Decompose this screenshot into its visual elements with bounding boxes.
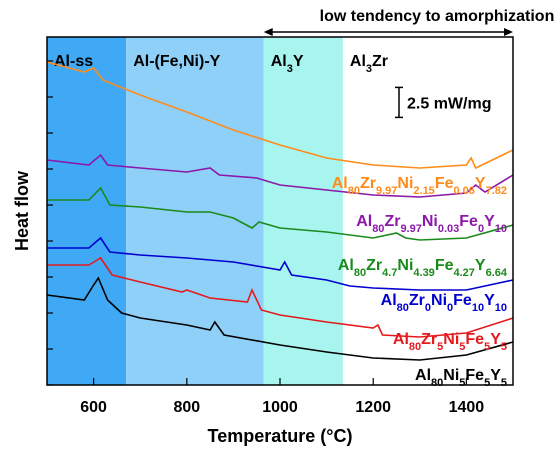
x-axis-label: Temperature (°C) — [208, 426, 353, 446]
series-label: Al80Zr0Ni0Fe10Y10 — [381, 292, 507, 314]
scale-label: 2.5 mW/mg — [407, 95, 491, 112]
series-label: Al80Zr5Ni5Fe5Y5 — [393, 331, 507, 353]
series-line — [46, 61, 514, 170]
series-label: Al80Zr4.7Ni4.39Fe4.27Y6.64 — [338, 257, 508, 279]
series-line — [47, 256, 514, 338]
region — [47, 37, 127, 385]
series-line — [46, 153, 514, 198]
region — [126, 37, 264, 385]
series-line — [46, 276, 514, 361]
region — [263, 37, 343, 385]
plot-frame — [46, 36, 514, 386]
y-axis-label: Heat flow — [12, 170, 32, 251]
series-line — [47, 186, 514, 241]
x-tick-label: 1400 — [449, 399, 485, 416]
region-label: Al-(Fe,Ni)-Y — [133, 53, 220, 70]
x-tick-label: 600 — [80, 399, 107, 416]
series-label: Al80Zr9.97Ni2.15Fe0.06Y7.82 — [332, 175, 507, 197]
region-label: Al-ss — [54, 53, 93, 70]
arrow-text: low tendency to amorphization — [320, 8, 555, 25]
x-tick-label: 1200 — [355, 399, 391, 416]
x-tick-label: 800 — [173, 399, 200, 416]
series-label: Al80Zr9.97Ni0.03Fe0Y10 — [356, 213, 507, 235]
region-label: Al3Y — [271, 53, 304, 75]
series-line — [47, 236, 514, 291]
region-label: Al3Zr — [350, 53, 388, 75]
series-label: Al80Ni5Fe5Y5 — [415, 367, 507, 389]
x-tick-label: 1000 — [262, 399, 298, 416]
